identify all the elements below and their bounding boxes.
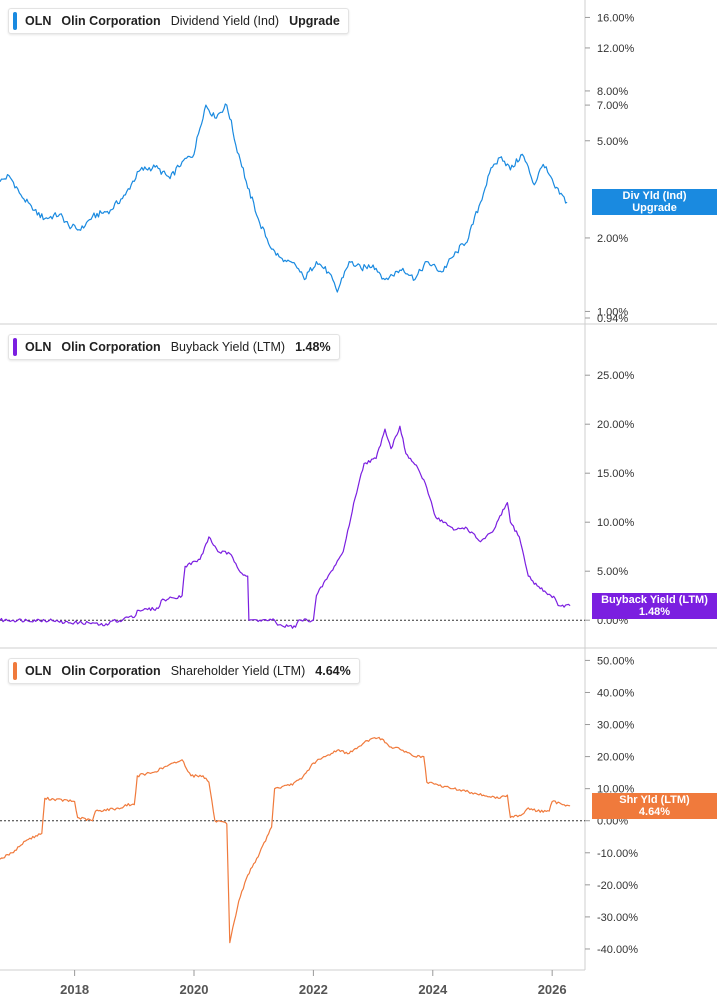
metric-value: 1.48% [295, 340, 331, 354]
metric-name: Buyback Yield (LTM) [170, 340, 286, 354]
x-tick-label: 2024 [418, 982, 448, 997]
y-tick-label: 5.00% [597, 566, 628, 578]
y-tick-label: 50.00% [597, 655, 635, 667]
tag-value: 4.64% [638, 805, 671, 818]
y-tick-label: 1.00% [597, 306, 628, 318]
y-tick-label: 0.94% [597, 313, 628, 325]
y-tick-label: 20.00% [597, 752, 635, 764]
y-tick-label: 12.00% [597, 43, 635, 55]
y-tick-label: 2.00% [597, 233, 628, 245]
company-name: Olin Corporation [61, 664, 161, 678]
legend-shareholder-yield[interactable]: OLN Olin Corporation Shareholder Yield (… [8, 658, 360, 684]
buyback-yield-value-tag: Buyback Yield (LTM) 1.48% [592, 592, 717, 619]
x-tick-label: 2020 [180, 982, 209, 997]
company-name: Olin Corporation [61, 14, 161, 28]
x-tick-label: 2022 [299, 982, 328, 997]
y-tick-label: 20.00% [597, 419, 635, 431]
dividend-yield-value-tag: Div Yld (Ind) Upgrade [592, 189, 717, 216]
legend-buyback-yield[interactable]: OLN Olin Corporation Buyback Yield (LTM)… [8, 334, 340, 360]
y-tick-label: -30.00% [597, 912, 638, 924]
tag-value: Upgrade [632, 202, 677, 215]
shareholder-yield-value-tag: Shr Yld (LTM) 4.64% [592, 792, 717, 819]
ticker-label: OLN [25, 340, 52, 354]
tag-label: Buyback Yield (LTM) [601, 593, 708, 606]
y-tick-label: 5.00% [597, 136, 628, 148]
series-color-swatch [13, 338, 17, 356]
ticker-label: OLN [25, 664, 52, 678]
tag-label: Shr Yld (LTM) [619, 793, 690, 806]
series-line [0, 103, 568, 293]
metric-value: 4.64% [315, 664, 351, 678]
x-tick-label: 2026 [538, 982, 567, 997]
y-tick-label: 10.00% [597, 517, 635, 529]
legend-dividend-yield[interactable]: OLN Olin Corporation Dividend Yield (Ind… [8, 8, 349, 34]
y-tick-label: -20.00% [597, 880, 638, 892]
x-tick-label: 2018 [60, 982, 89, 997]
series-color-swatch [13, 662, 17, 680]
y-tick-label: -40.00% [597, 944, 638, 956]
series-line [0, 425, 571, 629]
y-tick-label: 15.00% [597, 468, 635, 480]
metric-value: Upgrade [289, 14, 340, 28]
series-color-swatch [13, 12, 17, 30]
y-tick-label: 7.00% [597, 100, 628, 112]
y-tick-label: 10.00% [597, 784, 635, 796]
tag-value: 1.48% [638, 605, 671, 618]
ticker-label: OLN [25, 14, 52, 28]
metric-name: Dividend Yield (Ind) [170, 14, 280, 28]
y-tick-label: 8.00% [597, 86, 628, 98]
y-tick-label: 16.00% [597, 12, 635, 24]
y-tick-label: -10.00% [597, 848, 638, 860]
y-tick-label: 25.00% [597, 370, 635, 382]
series-line [0, 736, 571, 944]
metric-name: Shareholder Yield (LTM) [170, 664, 306, 678]
tag-label: Div Yld (Ind) [622, 190, 687, 203]
y-tick-label: 30.00% [597, 720, 635, 732]
y-tick-label: 40.00% [597, 687, 635, 699]
company-name: Olin Corporation [61, 340, 161, 354]
